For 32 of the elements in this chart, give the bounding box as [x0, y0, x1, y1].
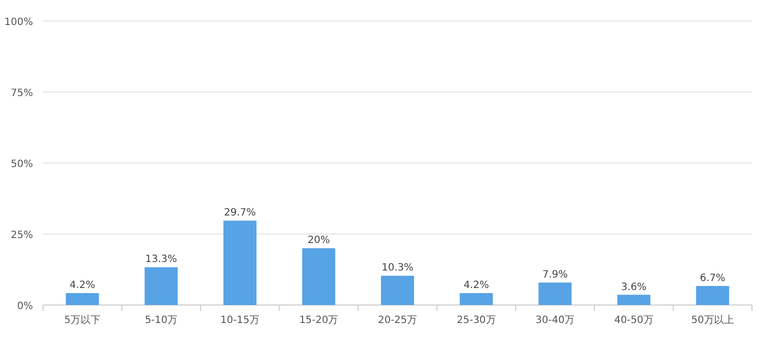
data-label: 29.7% [224, 208, 256, 219]
bar [380, 276, 414, 305]
bar [66, 293, 99, 305]
x-tick-label: 25-30万 [456, 315, 496, 326]
bar [460, 293, 493, 305]
data-label: 7.9% [542, 270, 568, 281]
x-tick-label: 40-50万 [614, 315, 654, 326]
bar [223, 220, 256, 305]
x-tick-label: 50万以上 [691, 314, 734, 326]
x-tick-label: 30-40万 [536, 315, 575, 326]
y-tick-label: 25% [10, 230, 33, 241]
bar [696, 286, 730, 305]
y-tick-label: 50% [10, 159, 33, 170]
bar [144, 267, 178, 305]
data-label: 10.3% [382, 262, 414, 274]
data-label: 3.6% [621, 282, 647, 293]
x-tick-label: 15-20万 [299, 315, 338, 326]
data-label: 4.2% [70, 280, 96, 292]
bar [538, 282, 572, 305]
data-label: 13.3% [145, 254, 178, 266]
y-tick-label: 100% [4, 17, 33, 28]
data-label: 20% [308, 235, 330, 246]
data-label: 4.2% [464, 280, 489, 292]
x-tick-label: 10-15万 [220, 315, 260, 326]
bar [302, 248, 336, 305]
y-tick-label: 75% [10, 88, 33, 99]
y-tick-label: 0% [17, 301, 33, 312]
data-label: 6.7% [700, 272, 726, 284]
x-tick-label: 5万以下 [64, 314, 101, 326]
bar [617, 294, 650, 305]
x-tick-label: 5-10万 [144, 315, 178, 326]
x-tick-label: 20-25万 [378, 315, 418, 326]
